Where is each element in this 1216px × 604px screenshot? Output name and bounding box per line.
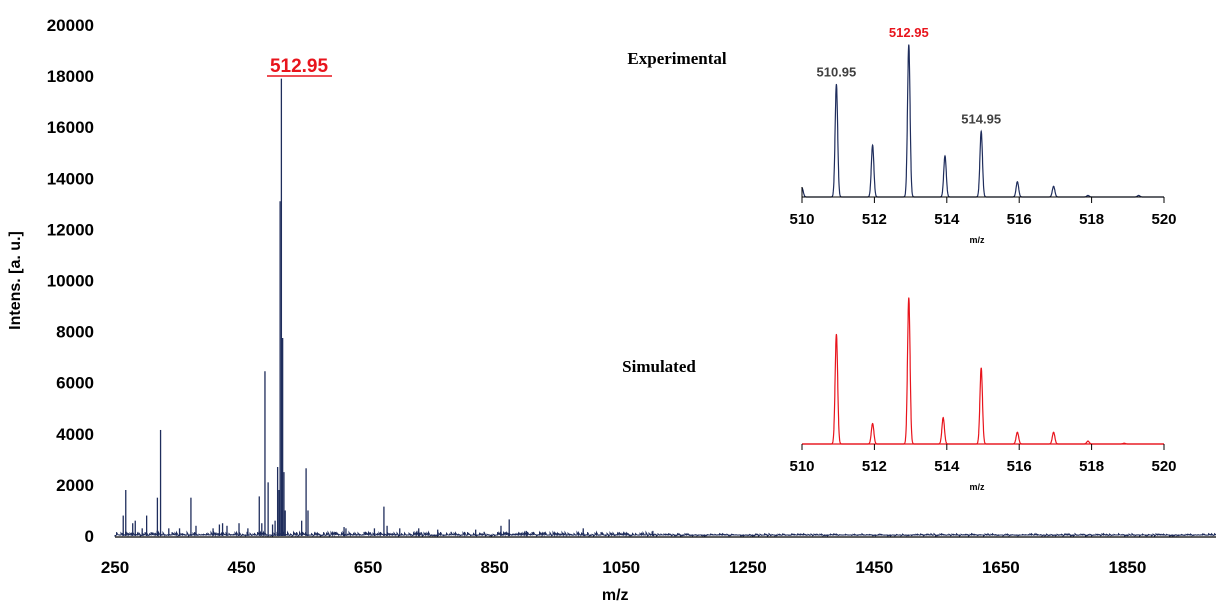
main-y-ticks: 0 2000 4000 6000 8000 10000 12000 14000 16000 180… bbox=[47, 16, 94, 546]
simulated-x-axis-label: m/z bbox=[969, 482, 985, 492]
main-y-tick-label: 20000 bbox=[47, 16, 94, 35]
simulated-inset: Simulated 510 512 514 516 518 520 m/z bbox=[622, 297, 1177, 492]
main-spectrum-plot: 0 2000 4000 6000 8000 10000 12000 14000 16000 180… bbox=[7, 16, 1216, 604]
experimental-peak-labels: 510.95 512.95 514.95 bbox=[817, 25, 1002, 127]
experimental-peak-label: 514.95 bbox=[961, 112, 1001, 127]
main-peak-annotation-label: 512.95 bbox=[270, 56, 329, 77]
exp-x-tick-label: 512 bbox=[862, 211, 887, 228]
exp-x-tick-label: 514 bbox=[934, 211, 960, 228]
simulated-x-ticks: 510 512 514 516 518 520 bbox=[789, 444, 1177, 475]
main-y-tick-label: 4000 bbox=[56, 425, 94, 444]
main-y-tick-label: 8000 bbox=[56, 323, 94, 342]
exp-x-tick-label: 518 bbox=[1079, 211, 1104, 228]
exp-peak bbox=[1138, 194, 1140, 197]
sim-peak bbox=[835, 333, 837, 336]
main-y-tick-label: 2000 bbox=[56, 476, 94, 495]
main-y-tick-label: 14000 bbox=[47, 169, 94, 188]
exp-peak bbox=[1052, 185, 1055, 187]
main-y-tick-label: 16000 bbox=[47, 118, 94, 137]
main-y-tick-label: 10000 bbox=[47, 272, 94, 291]
exp-peak bbox=[871, 144, 874, 146]
simulated-peaks bbox=[835, 297, 1125, 444]
main-x-tick-label: 1050 bbox=[602, 558, 640, 577]
experimental-peaks bbox=[801, 44, 1140, 197]
exp-peak bbox=[980, 131, 982, 133]
sim-x-tick-label: 512 bbox=[862, 458, 887, 475]
experimental-x-ticks: 510 512 514 516 518 520 bbox=[789, 197, 1177, 228]
main-x-tick-label: 1250 bbox=[729, 558, 767, 577]
main-y-axis-label: Intens. [a. u.] bbox=[7, 231, 24, 330]
sim-x-tick-label: 516 bbox=[1007, 458, 1032, 475]
sim-peak bbox=[942, 417, 944, 419]
main-y-tick-label: 6000 bbox=[56, 374, 94, 393]
main-x-tick-label: 450 bbox=[227, 558, 255, 577]
main-peaks bbox=[122, 78, 654, 536]
exp-x-tick-label: 510 bbox=[789, 211, 814, 228]
experimental-inset: Experimental 510 512 514 516 518 520 510.9551… bbox=[627, 25, 1176, 245]
sim-x-tick-label: 518 bbox=[1079, 458, 1104, 475]
sim-peak bbox=[908, 297, 910, 299]
main-x-tick-label: 650 bbox=[354, 558, 382, 577]
exp-x-tick-label: 520 bbox=[1151, 211, 1176, 228]
sim-peak bbox=[1052, 431, 1055, 433]
main-x-tick-label: 1650 bbox=[982, 558, 1020, 577]
sim-peak bbox=[980, 367, 982, 369]
main-x-tick-label: 850 bbox=[480, 558, 508, 577]
exp-peak bbox=[1016, 181, 1018, 183]
exp-peak bbox=[908, 44, 910, 46]
exp-peak bbox=[1087, 194, 1089, 197]
simulated-spectrum-line bbox=[802, 297, 1164, 445]
main-y-tick-label: 18000 bbox=[47, 67, 94, 86]
main-x-tick-label: 1450 bbox=[855, 558, 893, 577]
exp-peak bbox=[835, 83, 837, 86]
simulated-title: Simulated bbox=[622, 357, 696, 376]
experimental-peak-label: 510.95 bbox=[817, 65, 857, 80]
sim-peak bbox=[1087, 440, 1089, 442]
main-spectrum-line bbox=[114, 530, 1216, 537]
main-y-tick-label: 0 bbox=[85, 527, 94, 546]
experimental-peak-label: 512.95 bbox=[889, 25, 929, 40]
experimental-x-axis-label: m/z bbox=[969, 235, 985, 245]
exp-peak bbox=[944, 155, 946, 157]
sim-peak bbox=[871, 422, 874, 425]
main-x-tick-label: 1850 bbox=[1108, 558, 1146, 577]
sim-x-tick-label: 514 bbox=[934, 458, 960, 475]
main-x-tick-label: 250 bbox=[101, 558, 129, 577]
main-x-axis-label: m/z bbox=[602, 587, 629, 604]
sim-x-tick-label: 520 bbox=[1151, 458, 1176, 475]
main-x-ticks: 250 450 650 850 1050 1250 1450 1650 1850 bbox=[101, 558, 1147, 577]
main-y-tick-label: 12000 bbox=[47, 220, 94, 239]
experimental-title: Experimental bbox=[627, 49, 726, 68]
sim-peak bbox=[1016, 431, 1018, 433]
sim-x-tick-label: 510 bbox=[789, 458, 814, 475]
exp-x-tick-label: 516 bbox=[1007, 211, 1032, 228]
main-peak-annotation: 512.95 bbox=[267, 56, 332, 77]
